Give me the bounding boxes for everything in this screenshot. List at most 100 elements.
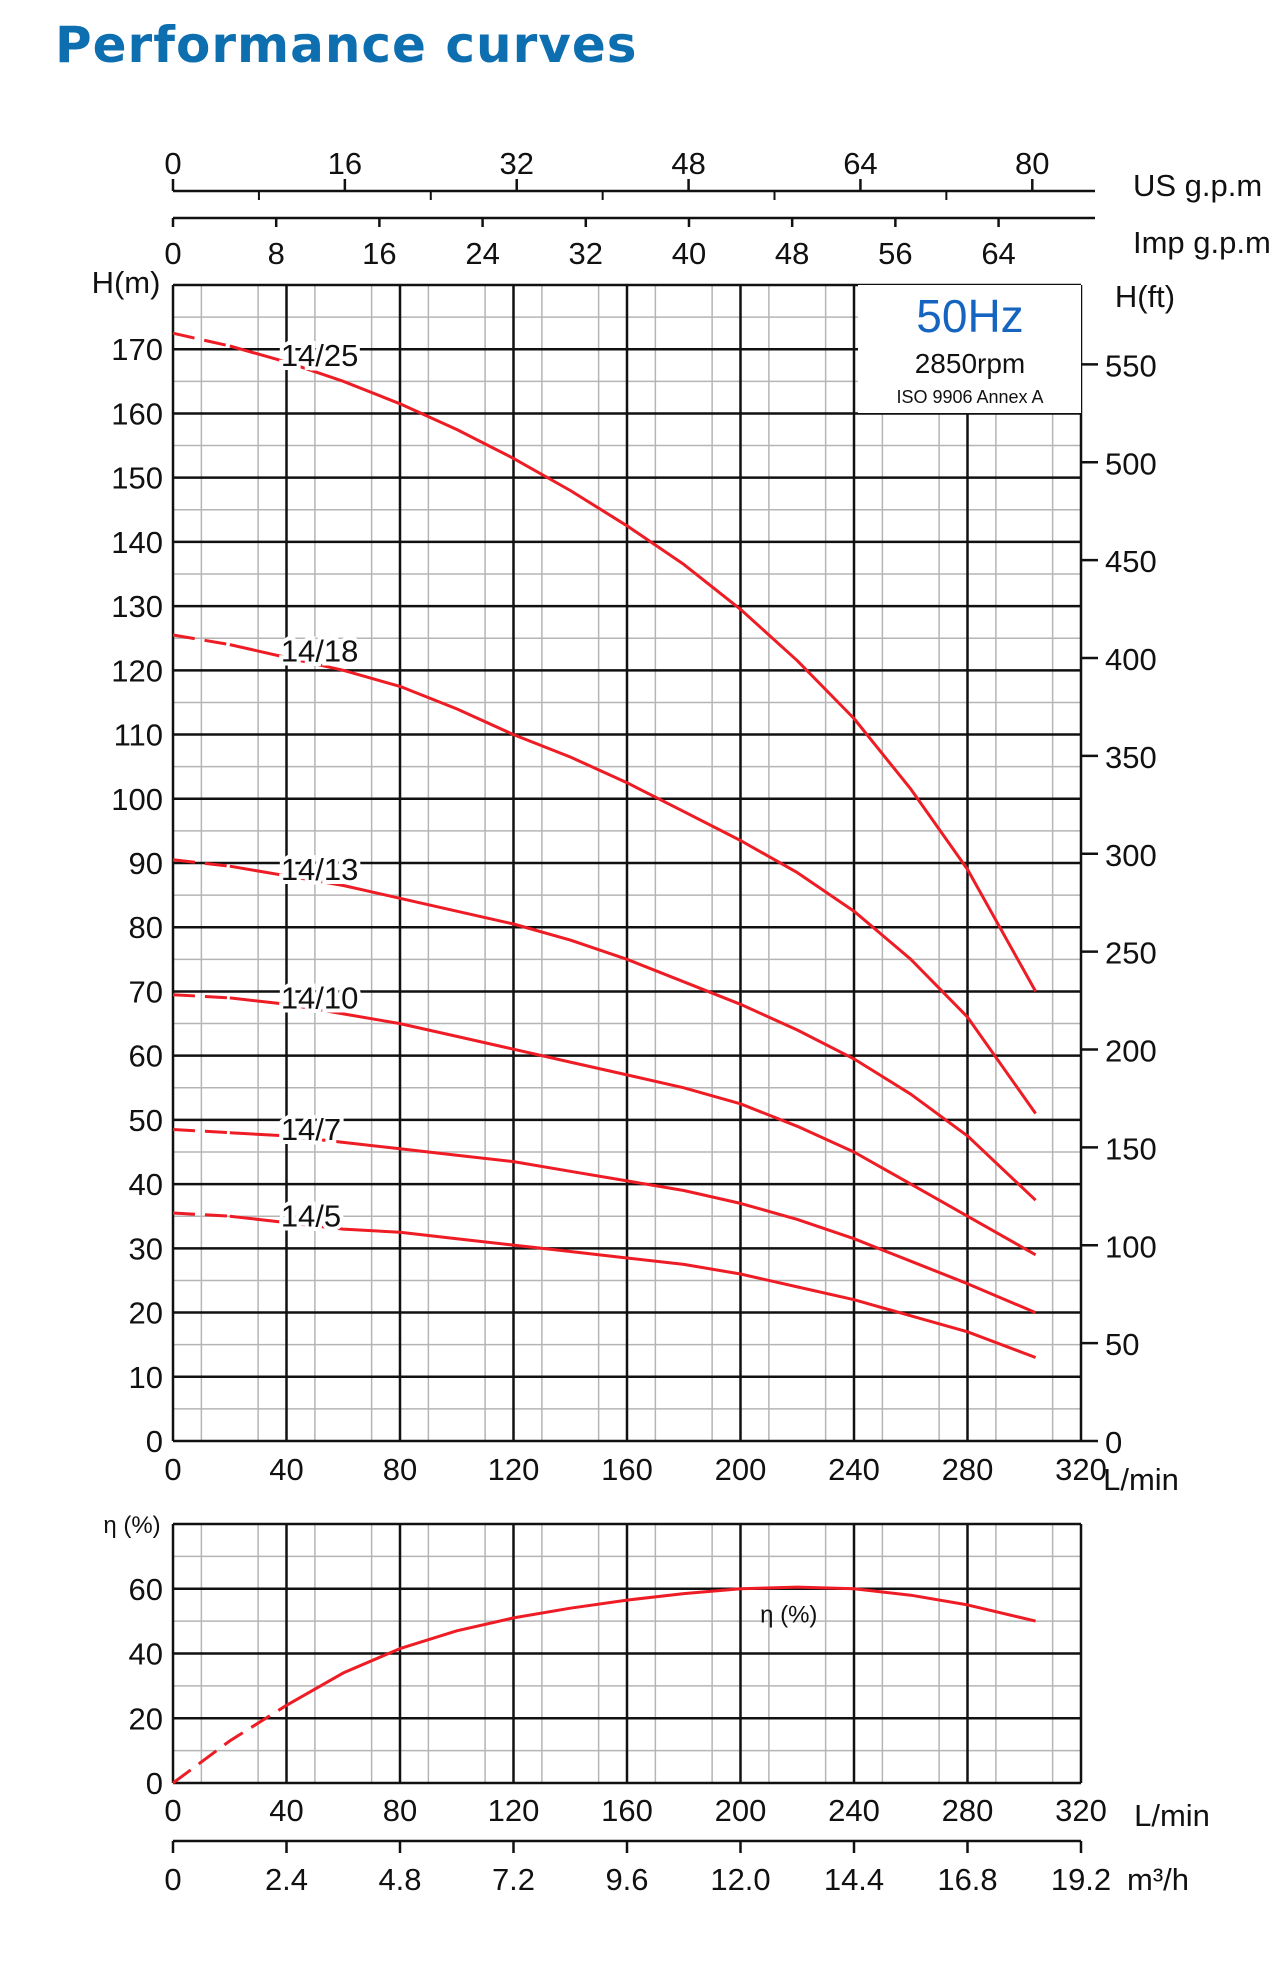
imp-gpm-tick-label: 24 [465, 236, 499, 271]
x-tick-label: 200 [715, 1452, 767, 1487]
y-right-tick-label: 100 [1105, 1229, 1157, 1264]
x-tick-label: 280 [942, 1793, 994, 1828]
series-label: 14/10 [281, 980, 359, 1015]
series-label: 14/7 [281, 1112, 341, 1147]
x-tick-label: 40 [269, 1452, 303, 1487]
y-tick-label: 40 [129, 1167, 163, 1202]
y-tick-label: 10 [129, 1360, 163, 1395]
x-tick-label: 160 [601, 1793, 653, 1828]
y-right-tick-label: 200 [1105, 1034, 1157, 1069]
y-tick-label: 30 [129, 1231, 163, 1266]
y-right-axis-label: H(ft) [1115, 279, 1175, 314]
series-curve-14-10 [229, 996, 1037, 1257]
frequency-label: 50Hz [916, 290, 1023, 342]
y-tick-label: 170 [111, 332, 163, 367]
y-tick-label: 60 [129, 1572, 163, 1607]
m3h-tick-label: 16.8 [937, 1862, 997, 1897]
us-gpm-tick-label: 64 [843, 146, 877, 181]
y-tick-label: 20 [129, 1701, 163, 1736]
m3h-tick-label: 19.2 [1051, 1862, 1111, 1897]
y-tick-label: 100 [111, 782, 163, 817]
y-tick-label: 110 [114, 718, 163, 753]
page-title: Performance curves [55, 16, 638, 74]
x-tick-label: 0 [164, 1452, 181, 1487]
y-tick-label: 60 [129, 1039, 163, 1074]
info-box-background [858, 285, 1081, 413]
series-curve-14-13-dashed [172, 858, 230, 868]
y-right-tick-label: 150 [1105, 1131, 1157, 1166]
standard-label: ISO 9906 Annex A [896, 387, 1043, 407]
series-curve-14-7 [229, 1131, 1037, 1314]
us-gpm-tick-label: 80 [1015, 146, 1049, 181]
x-tick-label: 320 [1055, 1452, 1107, 1487]
y-tick-label: 0 [146, 1424, 163, 1459]
m3h-tick-label: 9.6 [605, 1862, 648, 1897]
y-right-tick-label: 500 [1105, 446, 1157, 481]
x-axis-label: L/min [1134, 1798, 1210, 1833]
x-tick-label: 240 [828, 1452, 880, 1487]
y-tick-label: 50 [129, 1103, 163, 1138]
imp-gpm-tick-label: 40 [672, 236, 706, 271]
y-axis-label: η (%) [103, 1512, 160, 1539]
y-tick-label: 160 [111, 396, 163, 431]
imp-gpm-tick-label: 16 [362, 236, 396, 271]
y-tick-label: 120 [111, 653, 163, 688]
y-right-tick-label: 300 [1105, 838, 1157, 873]
y-axis-label: H(m) [92, 265, 161, 300]
series-label: 14/13 [281, 852, 359, 887]
y-right-tick-label: 350 [1105, 740, 1157, 775]
y-tick-label: 150 [111, 461, 163, 496]
series-curve-14-5-dashed [172, 1211, 230, 1218]
y-tick-label: 40 [129, 1637, 163, 1672]
y-tick-label: 80 [129, 910, 163, 945]
m3h-tick-label: 0 [164, 1862, 181, 1897]
us-gpm-axis-label: US g.p.m [1133, 168, 1262, 203]
x-tick-label: 80 [383, 1793, 417, 1828]
m3h-tick-label: 7.2 [492, 1862, 535, 1897]
x-tick-label: 240 [828, 1793, 880, 1828]
series-curve-14-13 [229, 864, 1037, 1202]
m3h-tick-label: 2.4 [265, 1862, 308, 1897]
y-right-tick-label: 0 [1105, 1425, 1122, 1460]
m3h-tick-label: 14.4 [824, 1862, 884, 1897]
series-curve-14-18-dashed [172, 633, 231, 647]
m3h-tick-label: 12.0 [710, 1862, 770, 1897]
imp-gpm-tick-label: 56 [878, 236, 912, 271]
us-gpm-tick-label: 32 [499, 146, 533, 181]
x-axis-label: L/min [1103, 1462, 1179, 1497]
imp-gpm-tick-label: 0 [164, 236, 181, 271]
series-label: 14/5 [281, 1199, 341, 1234]
y-right-tick-label: 550 [1105, 348, 1157, 383]
imp-gpm-tick-label: 64 [981, 236, 1015, 271]
y-tick-label: 90 [129, 846, 163, 881]
x-tick-label: 280 [942, 1452, 994, 1487]
y-tick-label: 140 [111, 525, 163, 560]
x-tick-label: 200 [715, 1793, 767, 1828]
y-tick-label: 20 [129, 1296, 163, 1331]
series-label: 14/18 [281, 633, 359, 668]
series-curve-14-25-dashed [172, 331, 231, 348]
series-curve-14-10-dashed [172, 993, 230, 1000]
x-tick-label: 0 [164, 1793, 181, 1828]
series-curve-14-7-dashed [172, 1128, 230, 1135]
speed-label: 2850rpm [915, 348, 1026, 379]
series-curve-14-25 [229, 344, 1037, 993]
x-tick-label: 80 [383, 1452, 417, 1487]
us-gpm-tick-label: 0 [164, 146, 181, 181]
imp-gpm-tick-label: 8 [268, 236, 285, 271]
y-tick-label: 0 [146, 1766, 163, 1801]
series-label: η (%) [760, 1602, 817, 1629]
y-right-tick-label: 250 [1105, 936, 1157, 971]
x-tick-label: 120 [488, 1793, 540, 1828]
imp-gpm-axis-label: Imp g.p.m [1133, 225, 1271, 260]
m3h-axis-label: m³/h [1127, 1862, 1189, 1897]
us-gpm-tick-label: 16 [328, 146, 362, 181]
y-tick-label: 70 [129, 974, 163, 1009]
imp-gpm-tick-label: 32 [569, 236, 603, 271]
info-box: 50Hz 2850rpm ISO 9906 Annex A [858, 285, 1081, 413]
x-tick-label: 320 [1055, 1793, 1107, 1828]
series-label: 14/25 [281, 338, 359, 373]
series-curve-14-5 [229, 1214, 1037, 1359]
efficiency-chart: 0 40 80 120 160 200 240 280 320 0 20 40 60 η (%) L/min… [103, 1512, 1210, 1897]
